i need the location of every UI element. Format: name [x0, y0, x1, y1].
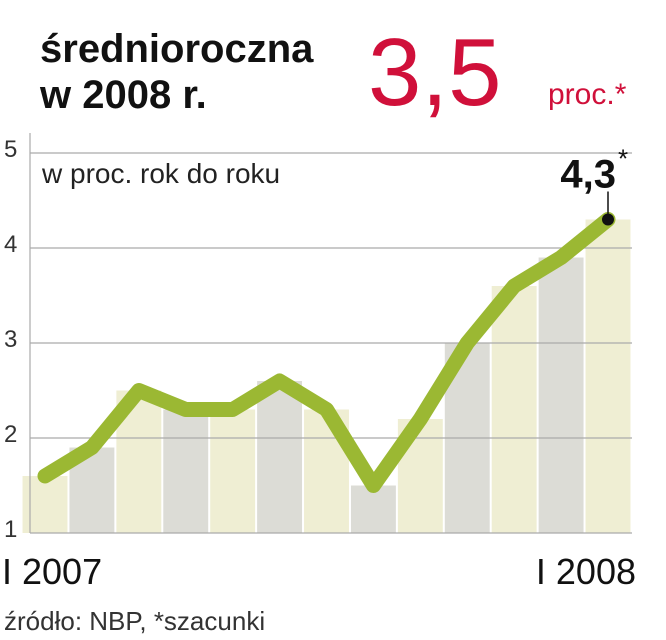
y-tick-label: 1	[4, 516, 17, 543]
value-label-note: *	[618, 144, 628, 174]
column	[350, 485, 396, 533]
source: źródło: NBP, *szacunki	[4, 606, 265, 636]
y-tick-label: 4	[4, 231, 17, 258]
column	[163, 409, 209, 533]
y-tick-label: 3	[4, 326, 17, 353]
plot: 1 2 3 4 5 4,3 *	[4, 133, 632, 543]
column	[22, 476, 68, 533]
headline-line1: średnioroczna	[40, 27, 314, 71]
column	[210, 409, 256, 533]
data-line	[37, 212, 616, 493]
x-tick-label: I 2008	[536, 551, 636, 592]
column	[538, 257, 584, 533]
y-tick-label: 2	[4, 421, 17, 448]
headline-value: 3,5	[368, 19, 501, 126]
x-tick-label: I 2007	[2, 551, 102, 592]
y-tick-label: 5	[4, 136, 17, 163]
column	[585, 219, 631, 533]
headline-unit: proc.*	[548, 78, 627, 111]
value-label: 4,3	[560, 153, 616, 197]
point-marker	[602, 213, 614, 226]
headline-line2: w 2008 r.	[39, 73, 207, 117]
column	[257, 381, 303, 533]
column	[491, 286, 537, 533]
subtitle: w proc. rok do roku	[41, 158, 280, 189]
